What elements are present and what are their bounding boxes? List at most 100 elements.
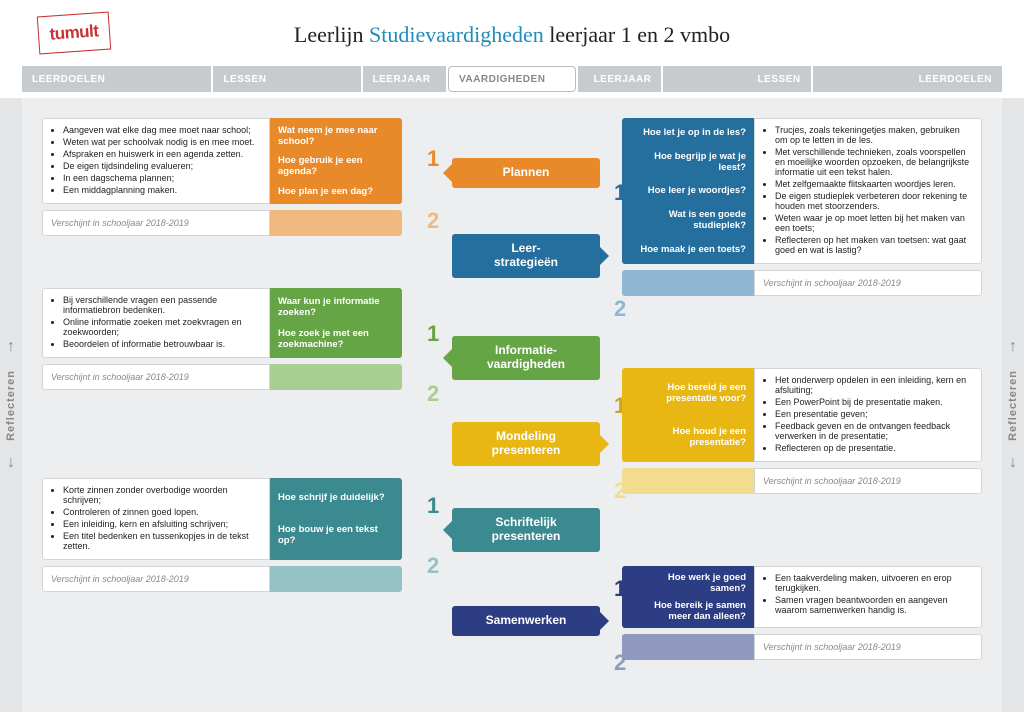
bullet: Afspraken en huiswerk in een agenda zett… [63, 149, 261, 159]
bullets-leerstrategieen: Trucjes, zoals tekeningetjes maken, gebr… [754, 118, 982, 264]
year-2-schriftelijk: 2 [427, 553, 439, 579]
year-2-leerstrategieen: 2 [614, 296, 626, 322]
questions-samenwerken: Hoe werk je goed samen? Hoe bereik je sam… [622, 566, 754, 628]
bullet: De eigen tijdsindeling evalueren; [63, 161, 261, 171]
question: Hoe bereik je samen meer dan alleen? [630, 600, 746, 622]
question: Hoe leer je woordjes? [630, 185, 746, 196]
side-label-text: Reflecteren [1007, 370, 1019, 441]
bullet: Een PowerPoint bij de presentatie maken. [775, 397, 973, 407]
question: Hoe gebruik je een agenda? [278, 155, 394, 177]
tabs-row: LEERDOELENLESSENLEERJAARVAARDIGHEDENLEER… [22, 66, 1002, 92]
tab-leerjaar[interactable]: LEERJAAR [578, 66, 662, 92]
bullet: Beoordelen of informatie betrouwbaar is. [63, 339, 261, 349]
questions-plannen: Wat neem je mee naar school? Hoe gebruik … [270, 118, 402, 204]
bullets-plannen: Aangeven wat elke dag mee moet naar scho… [42, 118, 270, 204]
bullet: Bij verschillende vragen een passende in… [63, 295, 261, 315]
title-accent: Studievaardigheden [369, 22, 544, 47]
bullet: Weten waar je op moet letten bij het mak… [775, 213, 973, 233]
center-column: Plannen Leer-strategieën Informatie-vaardi… [452, 106, 600, 704]
year-1-plannen: 1 [427, 146, 439, 172]
question: Hoe zoek je met een zoekmachine? [278, 328, 394, 350]
block-leerstrategieen: Hoe let je op in de les? Hoe begrijp je w… [622, 118, 982, 296]
bullet: Met verschillende technieken, zoals voor… [775, 147, 973, 177]
bullet: De eigen studieplek verbeteren door reke… [775, 191, 973, 211]
question: Hoe houd je een presentatie? [630, 426, 746, 448]
future-text: Verschijnt in schooljaar 2018-2019 [754, 468, 982, 494]
skill-badge-mondeling: Mondelingpresenteren [452, 422, 600, 466]
block-plannen: Aangeven wat elke dag mee moet naar scho… [42, 118, 402, 236]
bullet: In een dagschema plannen; [63, 173, 261, 183]
bullet: Korte zinnen zonder overbodige woorden s… [63, 485, 261, 505]
bullet: Met zelfgemaakte flitskaarten woordjes l… [775, 179, 973, 189]
skill-badge-informatie: Informatie-vaardigheden [452, 336, 600, 380]
block-schriftelijk: Korte zinnen zonder overbodige woorden s… [42, 478, 402, 592]
question: Hoe maak je een toets? [630, 244, 746, 255]
future-color [270, 210, 402, 236]
bullet: Een inleiding, kern en afsluiting schrij… [63, 519, 261, 529]
bullet: Weten wat per schoolvak nodig is en mee … [63, 137, 261, 147]
bullet: Een middagplanning maken. [63, 185, 261, 195]
tab-leerdoelen[interactable]: LEERDOELEN [22, 66, 211, 92]
bullet: Controleren of zinnen goed lopen. [63, 507, 261, 517]
tab-vaardigheden[interactable]: VAARDIGHEDEN [448, 66, 576, 92]
future-color [622, 468, 754, 494]
side-label-right: ↑ Reflecteren ↓ [1002, 98, 1024, 712]
bullet: Reflecteren op het maken van toetsen: wa… [775, 235, 973, 255]
side-label-left: ↑ Reflecteren ↓ [0, 98, 22, 712]
tab-leerdoelen[interactable]: LEERDOELEN [813, 66, 1002, 92]
skill-badge-samenwerken: Samenwerken [452, 606, 600, 636]
bullet: Samen vragen beantwoorden en aangeven wa… [775, 595, 973, 615]
page-title: Leerlijn Studievaardigheden leerjaar 1 e… [0, 22, 1024, 48]
skill-badge-schriftelijk: Schriftelijkpresenteren [452, 508, 600, 552]
tab-leerjaar[interactable]: LEERJAAR [363, 66, 447, 92]
bullets-schriftelijk: Korte zinnen zonder overbodige woorden s… [42, 478, 270, 560]
arrow-down-icon: ↓ [1009, 454, 1017, 472]
bullets-samenwerken: Een taakverdeling maken, uitvoeren en er… [754, 566, 982, 628]
question: Hoe let je op in de les? [630, 127, 746, 138]
future-text: Verschijnt in schooljaar 2018-2019 [754, 634, 982, 660]
future-color [622, 634, 754, 660]
year-1-informatie: 1 [427, 321, 439, 347]
bullets-mondeling: Het onderwerp opdelen in een inleiding, … [754, 368, 982, 462]
title-pre: Leerlijn [294, 22, 369, 47]
bullet: Een presentatie geven; [775, 409, 973, 419]
question: Hoe werk je goed samen? [630, 572, 746, 594]
title-post: leerjaar 1 en 2 vmbo [544, 22, 730, 47]
arrow-up-icon: ↑ [1009, 338, 1017, 356]
bullet: Reflecteren op de presentatie. [775, 443, 973, 453]
question: Waar kun je informatie zoeken? [278, 296, 394, 318]
future-text: Verschijnt in schooljaar 2018-2019 [754, 270, 982, 296]
question: Hoe bereid je een presentatie voor? [630, 382, 746, 404]
question: Wat is een goede studieplek? [630, 209, 746, 231]
question: Wat neem je mee naar school? [278, 125, 394, 147]
future-color [270, 364, 402, 390]
skill-badge-leerstrategieen: Leer-strategieën [452, 234, 600, 278]
main-canvas: Plannen Leer-strategieën Informatie-vaardi… [22, 98, 1002, 712]
bullet: Het onderwerp opdelen in een inleiding, … [775, 375, 973, 395]
future-text: Verschijnt in schooljaar 2018-2019 [42, 364, 270, 390]
year-1-schriftelijk: 1 [427, 493, 439, 519]
bullet: Trucjes, zoals tekeningetjes maken, gebr… [775, 125, 973, 145]
skill-badge-plannen: Plannen [452, 158, 600, 188]
bullet: Feedback geven en de ontvangen feedback … [775, 421, 973, 441]
future-color [622, 270, 754, 296]
block-mondeling: Hoe bereid je een presentatie voor? Hoe h… [622, 368, 982, 494]
question: Hoe begrijp je wat je leest? [630, 151, 746, 173]
block-samenwerken: Hoe werk je goed samen? Hoe bereik je sam… [622, 566, 982, 660]
questions-informatie: Waar kun je informatie zoeken? Hoe zoek j… [270, 288, 402, 358]
tab-lessen[interactable]: LESSEN [213, 66, 360, 92]
year-2-informatie: 2 [427, 381, 439, 407]
questions-leerstrategieen: Hoe let je op in de les? Hoe begrijp je w… [622, 118, 754, 264]
tab-lessen[interactable]: LESSEN [663, 66, 810, 92]
arrow-up-icon: ↑ [7, 338, 15, 356]
bullets-informatie: Bij verschillende vragen een passende in… [42, 288, 270, 358]
question: Hoe bouw je een tekst op? [278, 524, 394, 546]
questions-mondeling: Hoe bereid je een presentatie voor? Hoe h… [622, 368, 754, 462]
questions-schriftelijk: Hoe schrijf je duidelijk?Hoe bouw je een… [270, 478, 402, 560]
arrow-down-icon: ↓ [7, 454, 15, 472]
year-2-plannen: 2 [427, 208, 439, 234]
bullet: Aangeven wat elke dag mee moet naar scho… [63, 125, 261, 135]
future-text: Verschijnt in schooljaar 2018-2019 [42, 210, 270, 236]
side-label-text: Reflecteren [5, 370, 17, 441]
bullet: Online informatie zoeken met zoekvragen … [63, 317, 261, 337]
